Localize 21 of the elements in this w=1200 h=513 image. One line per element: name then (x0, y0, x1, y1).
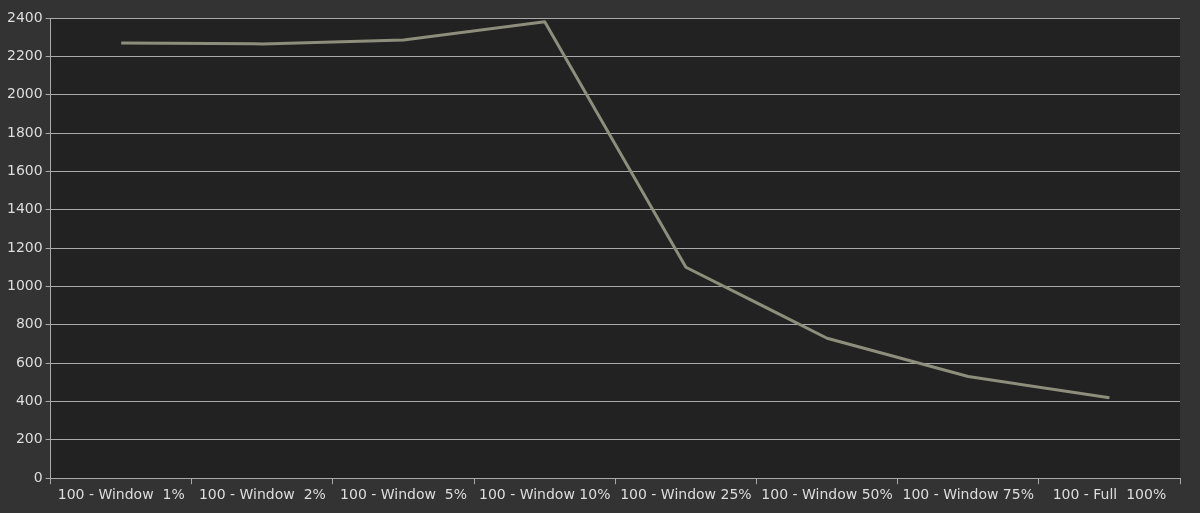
y-tick-label: 200 (15, 430, 43, 447)
y-tick-label: 600 (15, 353, 43, 370)
y-tick-label: 1800 (6, 123, 43, 140)
y-tick-label: 2400 (6, 8, 43, 25)
x-tick-label: 100 - Window 75% (902, 486, 1034, 503)
y-tick-label: 2200 (6, 46, 43, 63)
y-tick-label: 1600 (6, 162, 43, 179)
x-tick-label: 100 - Full 100% (1052, 486, 1167, 503)
x-tick-label: 100 - Window 10% (479, 486, 611, 503)
x-tick-label: 100 - Window 25% (620, 486, 752, 503)
y-tick-label: 1000 (6, 277, 43, 294)
y-tick-label: 2000 (6, 85, 43, 102)
y-tick-label: 1400 (6, 200, 43, 217)
y-tick-label: 0 (33, 468, 43, 485)
x-tick-label: 100 - Window 2% (198, 486, 326, 503)
y-tick-label: 800 (15, 315, 43, 332)
y-tick-label: 1200 (6, 238, 43, 255)
x-tick-label: 100 - Window 5% (340, 486, 468, 503)
y-tick-label: 400 (15, 392, 43, 409)
x-tick-label: 100 - Window 50% (761, 486, 893, 503)
x-tick-label: 100 - Window 1% (57, 486, 185, 503)
